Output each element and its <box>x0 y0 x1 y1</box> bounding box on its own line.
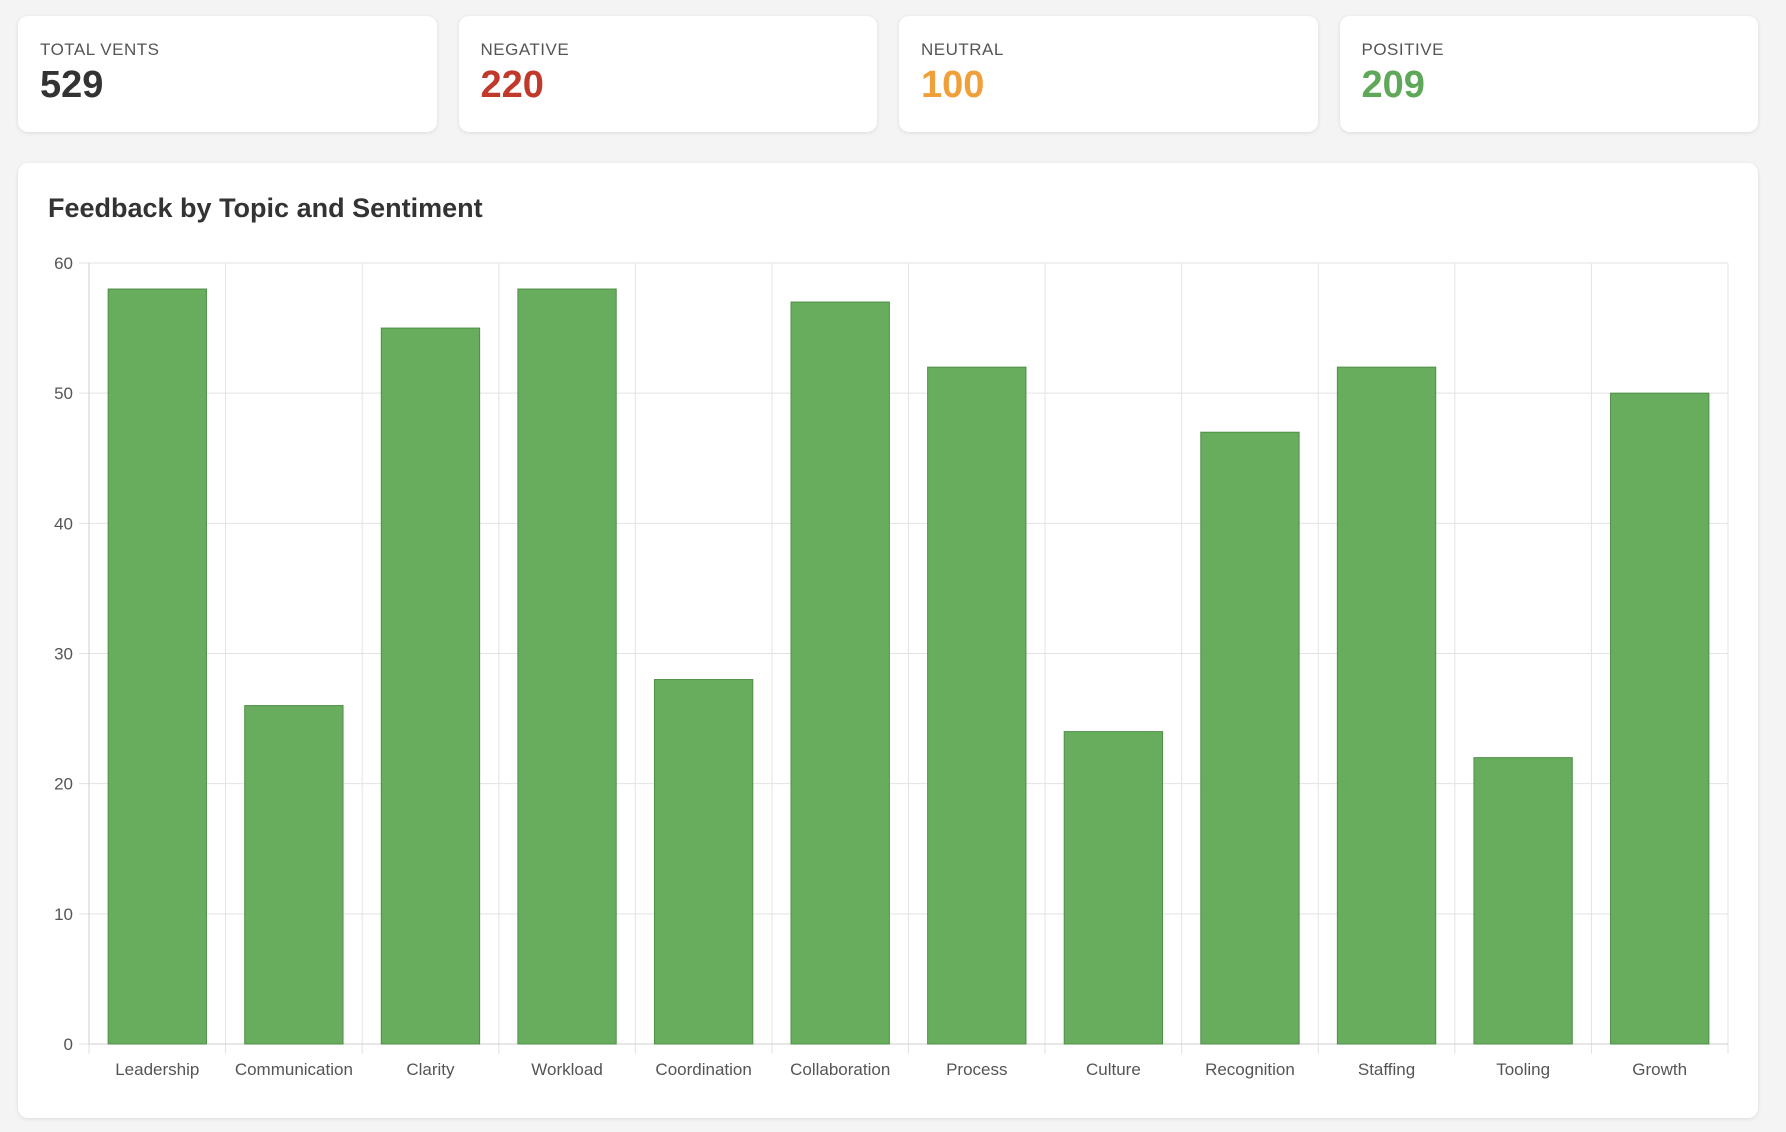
x-tick-label: Recognition <box>1205 1060 1295 1079</box>
y-tick-label: 60 <box>54 254 73 273</box>
y-tick-label: 40 <box>54 514 73 533</box>
total-vents-card: TOTAL VENTS 529 <box>18 16 437 132</box>
bar-process <box>927 366 1027 1045</box>
bar-collaboration <box>790 301 890 1045</box>
x-tick-label: Clarity <box>406 1060 455 1079</box>
bar-growth <box>1610 392 1710 1045</box>
bar-chart: 0 10 20 30 40 50 60 Leadership Communication Clar… <box>54 254 1729 1079</box>
x-tick-label: Leadership <box>115 1060 199 1079</box>
x-tick-label: Workload <box>531 1060 603 1079</box>
bar-communication <box>244 705 344 1045</box>
x-tick-label: Staffing <box>1358 1060 1415 1079</box>
y-tick-label: 10 <box>54 905 73 924</box>
bar-culture <box>1063 731 1164 1045</box>
positive-card: POSITIVE 209 <box>1339 16 1758 132</box>
x-tick-label: Growth <box>1632 1060 1687 1079</box>
y-tick-label: 30 <box>54 645 73 664</box>
bar-recognition <box>1200 431 1300 1045</box>
bar-coordination <box>653 679 754 1045</box>
chart-card: Feedback by Topic and Sentiment 0 10 20 30 4… <box>18 163 1758 1118</box>
neutral-card: NEUTRAL 100 <box>899 16 1318 132</box>
x-tick-label: Communication <box>235 1060 353 1079</box>
bar-workload <box>517 288 617 1045</box>
stat-label: NEGATIVE <box>480 40 570 59</box>
stat-label: TOTAL VENTS <box>40 40 160 59</box>
stat-label: POSITIVE <box>1361 40 1444 59</box>
x-tick-label: Collaboration <box>790 1060 890 1079</box>
bar-staffing <box>1336 366 1437 1045</box>
chart-title: Feedback by Topic and Sentiment <box>48 193 483 223</box>
x-tick-label: Tooling <box>1496 1060 1550 1079</box>
y-tick-label: 50 <box>54 384 73 403</box>
stat-value: 529 <box>40 64 104 106</box>
stat-value: 209 <box>1361 64 1425 106</box>
stat-label: NEUTRAL <box>921 40 1004 59</box>
bar-leadership <box>107 288 207 1045</box>
negative-card: NEGATIVE 220 <box>458 16 877 132</box>
y-tick-label: 20 <box>54 775 73 794</box>
x-tick-label: Coordination <box>655 1060 751 1079</box>
bar-clarity <box>380 327 481 1045</box>
stat-value: 220 <box>480 64 544 106</box>
y-tick-label: 0 <box>64 1035 73 1054</box>
x-tick-label: Process <box>946 1060 1007 1079</box>
stat-value: 100 <box>921 64 985 106</box>
x-tick-label: Culture <box>1086 1060 1141 1079</box>
summary-stats: TOTAL VENTS 529 NEGATIVE 220 NEUTRAL 100… <box>18 16 1758 132</box>
bar-tooling <box>1473 757 1573 1045</box>
